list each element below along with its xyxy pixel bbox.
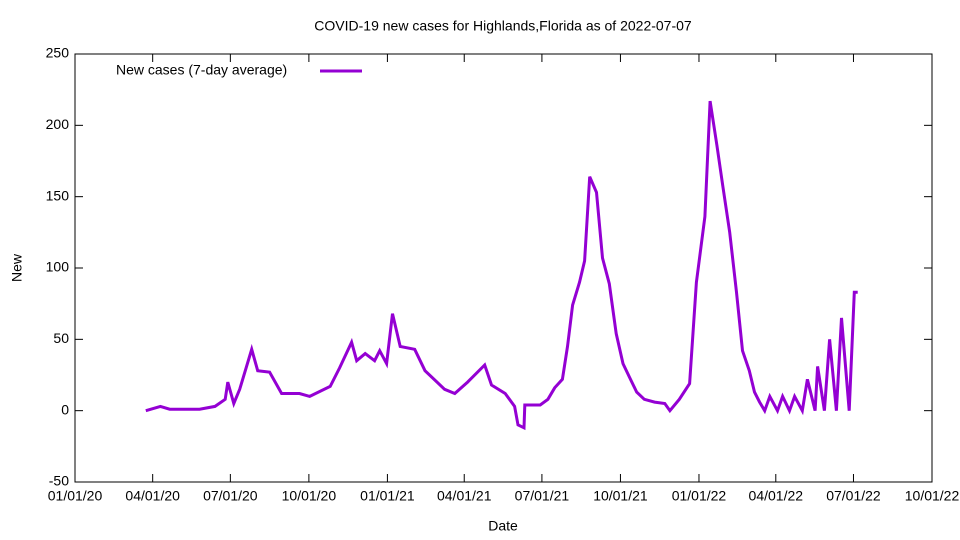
x-tick-label: 10/01/20 <box>282 488 337 504</box>
x-tick-label: 01/01/20 <box>48 488 103 504</box>
legend-label: New cases (7-day average) <box>116 62 287 78</box>
series-line <box>145 100 858 431</box>
x-tick-label: 04/01/20 <box>125 488 180 504</box>
x-tick-label: 01/01/21 <box>360 488 415 504</box>
y-tick-label: 100 <box>46 259 70 275</box>
chart-title: COVID-19 new cases for Highlands,Florida… <box>314 18 692 34</box>
y-tick-label: 250 <box>46 45 70 61</box>
x-tick-label: 10/01/21 <box>593 488 648 504</box>
y-tick-label: 150 <box>46 187 70 203</box>
x-tick-label: 04/01/22 <box>749 488 804 504</box>
x-axis-label: Date <box>488 518 518 534</box>
x-tick-label: 07/01/22 <box>826 488 881 504</box>
y-tick-label: 200 <box>46 116 70 132</box>
x-tick-label: 04/01/21 <box>437 488 492 504</box>
plot-frame <box>74 53 933 483</box>
y-tick-label: 0 <box>61 401 69 417</box>
x-tick-label: 07/01/21 <box>515 488 570 504</box>
x-tick-label: 10/01/22 <box>905 488 960 504</box>
y-tick-label: -50 <box>49 473 69 489</box>
x-tick-label: 07/01/20 <box>203 488 258 504</box>
y-tick-label: 50 <box>53 330 69 346</box>
x-tick-label: 01/01/22 <box>672 488 727 504</box>
y-axis-label: New <box>9 253 25 282</box>
